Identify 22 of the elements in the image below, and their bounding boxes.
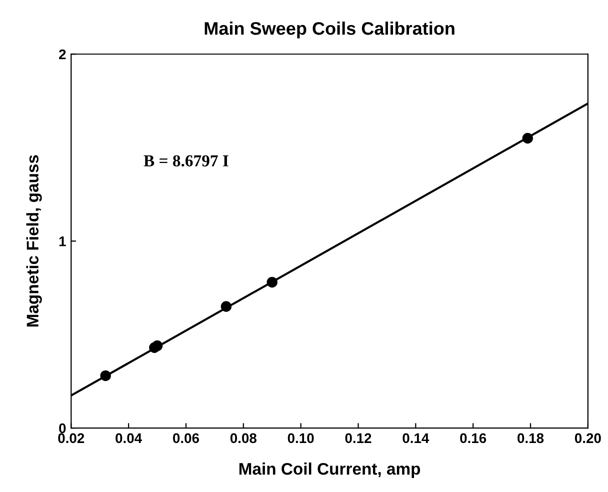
x-tick-label: 0.16 [460,433,486,444]
point [266,276,278,288]
x-tick-label: 0.02 [58,433,84,444]
x-tick-label: 0.04 [116,433,142,444]
y-tick-label: 2 [59,49,66,60]
point [220,301,232,312]
y-axis-title: Magnetic Field, gauss [26,155,42,327]
point [100,370,111,382]
y-tick-label: 1 [59,236,66,246]
x-tick-label: 0.06 [173,433,199,444]
x-tick-label: 0.12 [345,433,372,444]
chart-title: Main Sweep Coils Calibration [204,22,454,38]
y-tick-label: 0 [59,423,66,434]
x-tick-label: 0.08 [230,433,256,444]
point [522,132,533,144]
x-tick-label: 0.18 [518,433,544,444]
x-tick-label: 0.10 [288,433,314,444]
x-axis-title: Main Coil Current, amp [239,462,420,478]
x-tick-label: 0.14 [402,433,430,444]
point [152,340,163,352]
x-tick-label: 0.20 [574,433,601,444]
annotation: B = 8.6797 I [144,155,228,167]
